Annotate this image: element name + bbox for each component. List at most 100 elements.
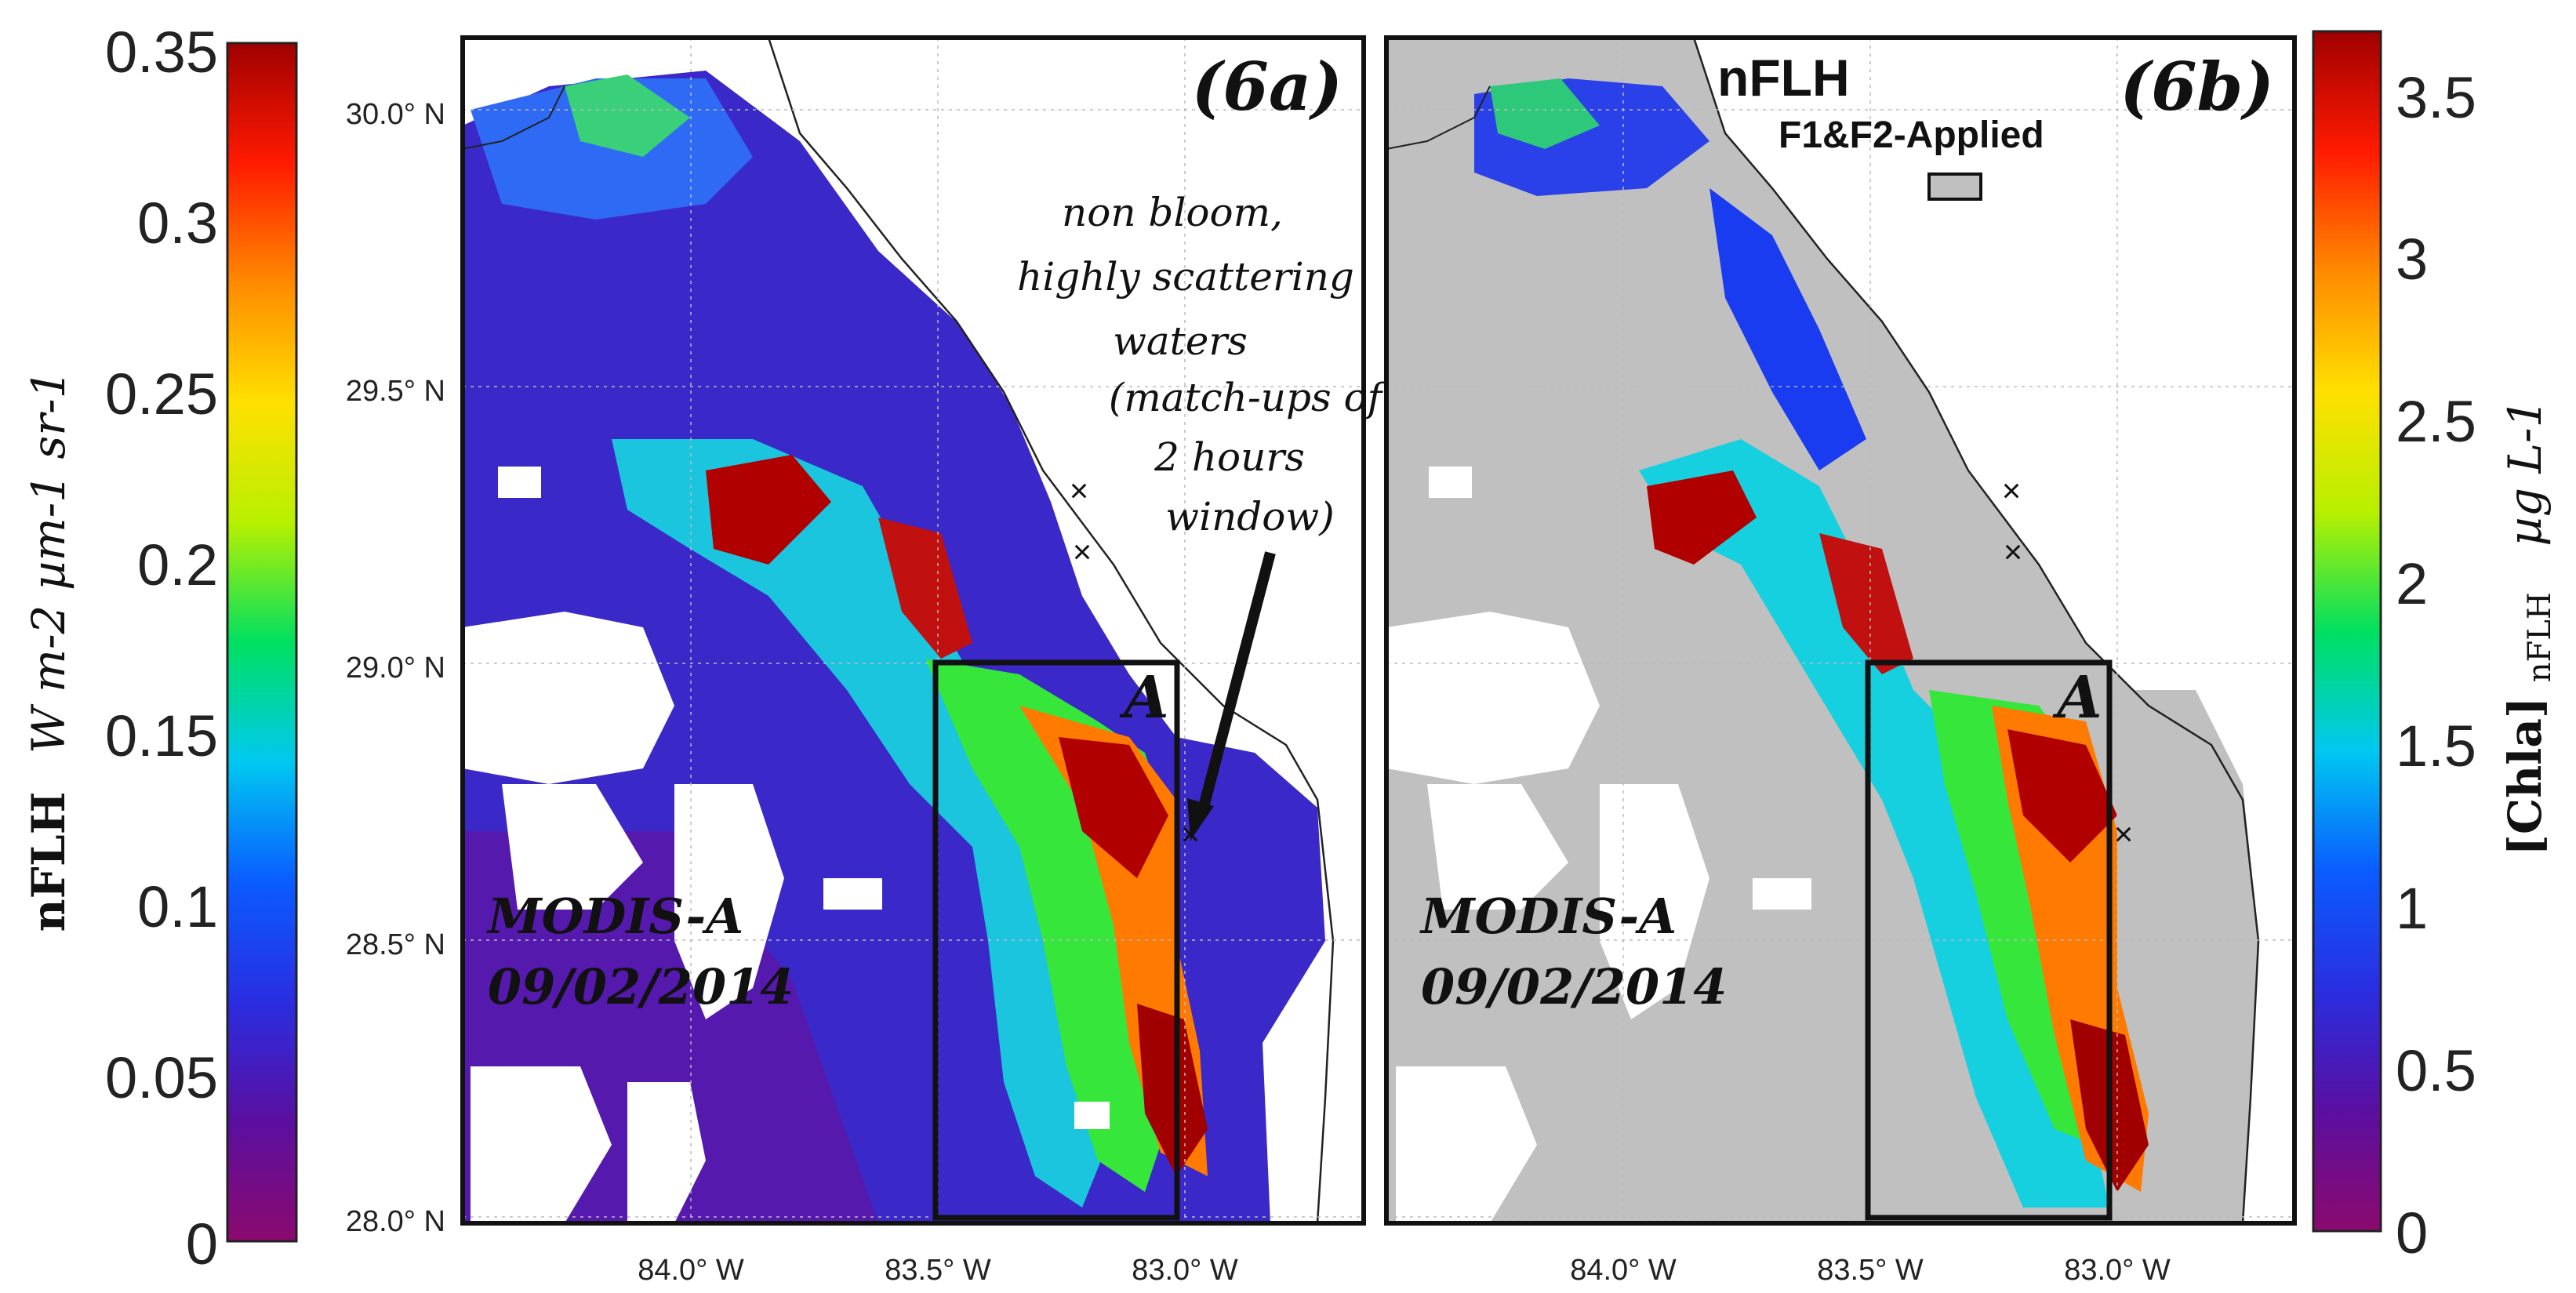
latitude-tick-label: 29.0° N: [346, 652, 445, 685]
longitude-tick-label: 84.0° W: [638, 1254, 744, 1287]
right-colorbar-label-sub: nFLH: [2522, 592, 2558, 682]
panel-6b-station-marker: ×: [2004, 533, 2023, 570]
panel-6a-annotation-line: highly scattering: [1017, 254, 1354, 300]
longitude-tick-label: 84.0° W: [1570, 1254, 1677, 1287]
panel-6a-bloom-red-box: [1059, 737, 1168, 878]
latitude-tick-label: 28.0° N: [346, 1205, 445, 1238]
panel-6a-cloud-hole: [627, 1082, 706, 1223]
latitude-labels: 30.0° N 29.5° N 29.0° N 28.5° N 28.0° N: [346, 98, 445, 1238]
panel-6b-land: [1694, 38, 2294, 1223]
panel-6b-longitude-labels: 84.0° W 83.5° W 83.0° W: [1570, 1254, 2171, 1287]
panel-6a-annotation-line: 2 hours: [1154, 434, 1305, 480]
right-colorbar-tick-label: 2.5: [2396, 389, 2476, 454]
panel-6a-north-green: [565, 74, 690, 157]
right-colorbar-tick-label: 0: [2396, 1200, 2428, 1266]
panel-6a-frame: [460, 35, 1366, 1226]
latitude-tick-label: 28.5° N: [346, 928, 445, 961]
svg-text:nFLH W m-2 µm-1 sr-1: nFLH W m-2 µm-1 sr-1: [22, 370, 75, 932]
right-colorbar-tick-label: 2: [2396, 551, 2428, 616]
panel-6a-arrow-head: [1187, 798, 1214, 841]
panel-6a-station-marker: ×: [1073, 533, 1092, 570]
panel-6a-bloom-red-mid: [878, 518, 972, 659]
panel-6b-coastline-north: [1386, 85, 1491, 150]
left-colorbar-tick-label: 0.3: [137, 191, 218, 256]
left-colorbar-tick-label: 0: [186, 1211, 218, 1277]
svg-text:[Chla] nFLH µg: [Chla] nFLH µg L-1: [2498, 399, 2561, 856]
panel-6b-label: (6b): [2120, 48, 2274, 125]
panel-6a-annotation: non bloom, highly scattering waters (mat…: [1017, 190, 1388, 539]
panel-6a-region-box: [932, 659, 1180, 1221]
panel-6a-cloud-hole: [471, 1066, 612, 1223]
panel-6b: × × × A (6b) nFLH F1&F2-Applied MODIS-A …: [1384, 35, 2297, 1226]
panel-6b-legend-label: F1&F2-Applied: [1778, 114, 2044, 156]
panel-6b-region-label: A: [2052, 664, 2102, 732]
panel-6a-region-label: A: [1119, 664, 1168, 732]
panel-6b-cloud-hole: [1427, 784, 1568, 910]
right-colorbar-ramp: [2312, 30, 2382, 1233]
left-colorbar-label: nFLH W m-2 µm-1 sr-1: [22, 370, 75, 932]
right-colorbar-label-main: [Chla]: [2498, 697, 2552, 856]
panel-6a-cloud-hole: [823, 878, 882, 910]
left-colorbar-tick-label: 0.15: [105, 703, 218, 768]
panel-6b-cloud-hole: [1396, 1066, 1537, 1223]
latitude-tick-label: 29.5° N: [346, 375, 445, 408]
longitude-tick-label: 83.5° W: [1817, 1254, 1924, 1287]
panel-6a-cloud-hole: [463, 612, 674, 784]
left-colorbar: 0.35 0.3 0.25 0.2 0.15 0.1 0.05 0 nFLH W…: [22, 20, 298, 1277]
right-colorbar-ticks: 3.5 3 2.5 2 1.5 1 0.5 0: [2396, 65, 2476, 1266]
left-colorbar-ramp: [226, 42, 298, 1243]
left-colorbar-tick-label: 0.35: [105, 20, 218, 85]
panel-6b-coastline: [1692, 38, 2260, 1223]
left-colorbar-label-main: nFLH: [22, 792, 75, 932]
panel-6b-station-marker: ×: [2114, 815, 2134, 852]
longitude-tick-label: 83.5° W: [885, 1254, 991, 1287]
right-colorbar-tick-label: 3.5: [2396, 65, 2476, 130]
right-colorbar-tick-label: 1.5: [2396, 714, 2476, 779]
panel-6b-cloud-hole: [1429, 467, 1472, 498]
panel-6a-date-label: 09/02/2014: [488, 958, 794, 1015]
left-colorbar-ticks: 0.35 0.3 0.25 0.2 0.15 0.1 0.05 0: [105, 20, 218, 1277]
panel-6a-land: [768, 38, 1364, 1223]
panel-6b-bloom-red-mid: [1819, 533, 1913, 674]
left-colorbar-tick-label: 0.05: [105, 1045, 218, 1110]
panel-6a-annotation-line: (match-ups of: [1109, 375, 1388, 420]
right-colorbar-label-units: µg L-1: [2498, 399, 2552, 547]
right-colorbar: 3.5 3 2.5 2 1.5 1 0.5 0 [Chla] nFLH µg L…: [2312, 30, 2561, 1266]
panel-6a-bloom-red-south: [1137, 1004, 1208, 1176]
panel-6b-region-box: [1865, 659, 2113, 1221]
longitude-tick-label: 83.0° W: [2064, 1254, 2171, 1287]
panel-6b-north-green: [1490, 78, 1600, 149]
panel-6b-coastal-blue: [1709, 188, 1866, 470]
panel-6a-longitude-labels: 84.0° W 83.5° W 83.0° W: [638, 1254, 1238, 1287]
panel-6b-station-marker: ×: [2002, 472, 2022, 509]
latitude-tick-label: 30.0° N: [346, 98, 445, 131]
panel-6a-bloom-red-north: [706, 455, 831, 565]
panel-6b-title: nFLH: [1717, 49, 1850, 107]
panel-6b-bloom-edge: [1639, 439, 2109, 1208]
panel-6a-coastline-north: [463, 85, 565, 150]
panel-6b-bloom-red-north: [1647, 470, 1757, 565]
left-colorbar-label-units: W m-2 µm-1 sr-1: [22, 370, 75, 754]
panel-6a-arrow-shaft: [1196, 551, 1276, 817]
left-colorbar-tick-label: 0.1: [137, 874, 218, 939]
panel-6a-annotation-line: window): [1165, 494, 1334, 539]
panel-6a-sensor-label: MODIS-A: [486, 888, 743, 945]
longitude-tick-label: 83.0° W: [1132, 1254, 1238, 1287]
panel-6b-date-label: 09/02/2014: [1421, 958, 1727, 1015]
panel-6a-annotation-line: non bloom,: [1062, 190, 1283, 235]
left-colorbar-tick-label: 0.25: [105, 361, 218, 427]
right-colorbar-tick-label: 0.5: [2396, 1038, 2476, 1103]
panel-6b-sensor-label: MODIS-A: [1419, 888, 1677, 945]
panel-6b-cloud-hole: [1386, 612, 1600, 784]
right-colorbar-tick-label: 3: [2396, 227, 2428, 292]
panel-6a-cloud-hole: [498, 467, 541, 498]
panel-6a-annotation-line: waters: [1113, 318, 1248, 364]
panel-6b-cloud-hole: [1600, 784, 1709, 1019]
panel-6a-station-marker: ×: [1070, 472, 1089, 509]
left-colorbar-tick-label: 0.2: [137, 532, 218, 597]
panel-6b-bloom-red-box: [2007, 729, 2117, 863]
panel-6b-legend-swatch: [1927, 173, 1982, 201]
panel-6a: × × × A (6a) non bloom, highly scatterin…: [460, 35, 1388, 1226]
panel-6a-bloom-edge: [612, 439, 1129, 1208]
